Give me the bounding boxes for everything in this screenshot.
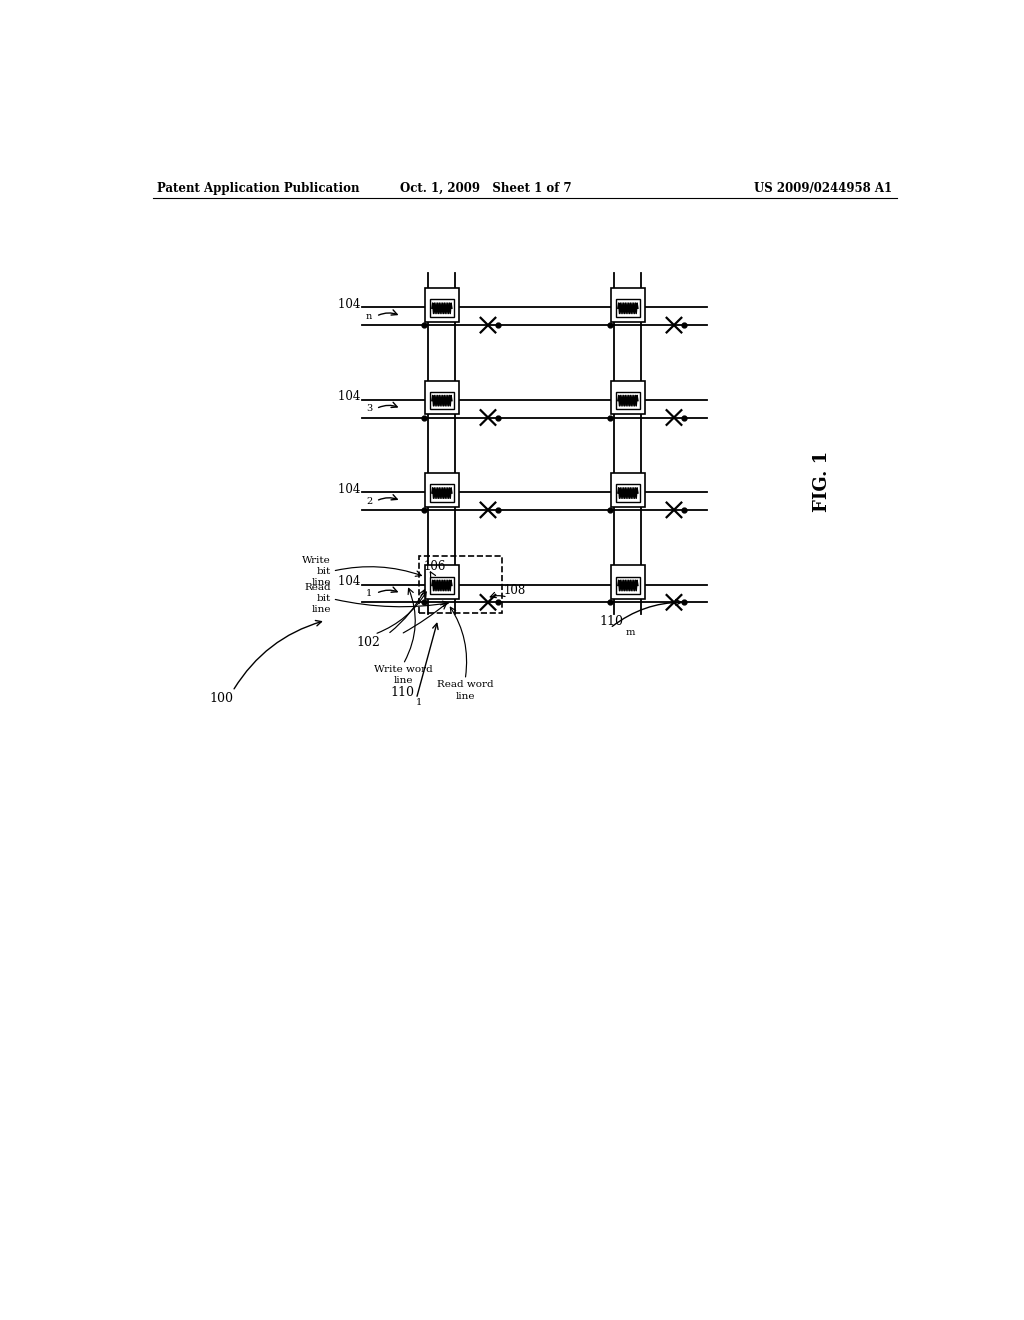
Text: 104: 104 [338, 576, 365, 589]
Bar [611, 473, 644, 507]
Text: 104: 104 [338, 391, 365, 404]
Text: 1: 1 [417, 698, 423, 706]
Bar [430, 392, 454, 409]
Text: 110: 110 [391, 686, 415, 700]
Bar [430, 577, 454, 594]
Text: 104: 104 [338, 483, 365, 496]
Text: n: n [366, 312, 372, 321]
Bar [615, 392, 640, 409]
Bar [611, 380, 644, 414]
Text: m: m [626, 627, 635, 636]
Text: 104: 104 [338, 298, 365, 312]
Text: Oct. 1, 2009   Sheet 1 of 7: Oct. 1, 2009 Sheet 1 of 7 [400, 182, 571, 194]
Bar [615, 484, 640, 502]
Text: 2: 2 [366, 496, 372, 506]
Text: Write
bit
line: Write bit line [302, 556, 331, 586]
Text: Read word
line: Read word line [437, 681, 494, 701]
Text: FIG. 1: FIG. 1 [813, 451, 830, 512]
Bar [615, 577, 640, 594]
Text: 106: 106 [424, 560, 446, 573]
Text: 102: 102 [356, 636, 381, 649]
Bar [611, 565, 644, 599]
Bar [430, 484, 454, 502]
Bar [425, 473, 459, 507]
Text: 108: 108 [504, 585, 526, 598]
Text: Read
bit
line: Read bit line [304, 583, 331, 614]
Text: 3: 3 [366, 404, 372, 413]
Bar [419, 556, 502, 612]
Text: Write word
line: Write word line [374, 665, 432, 685]
Text: 100: 100 [209, 692, 233, 705]
Text: Patent Application Publication: Patent Application Publication [158, 182, 360, 194]
Text: 1: 1 [366, 589, 372, 598]
Text: US 2009/0244958 A1: US 2009/0244958 A1 [754, 182, 892, 194]
Bar [425, 380, 459, 414]
Bar [425, 565, 459, 599]
Bar [425, 288, 459, 322]
Text: 110: 110 [599, 615, 624, 628]
Bar [430, 300, 454, 317]
Bar [615, 300, 640, 317]
Bar [611, 288, 644, 322]
